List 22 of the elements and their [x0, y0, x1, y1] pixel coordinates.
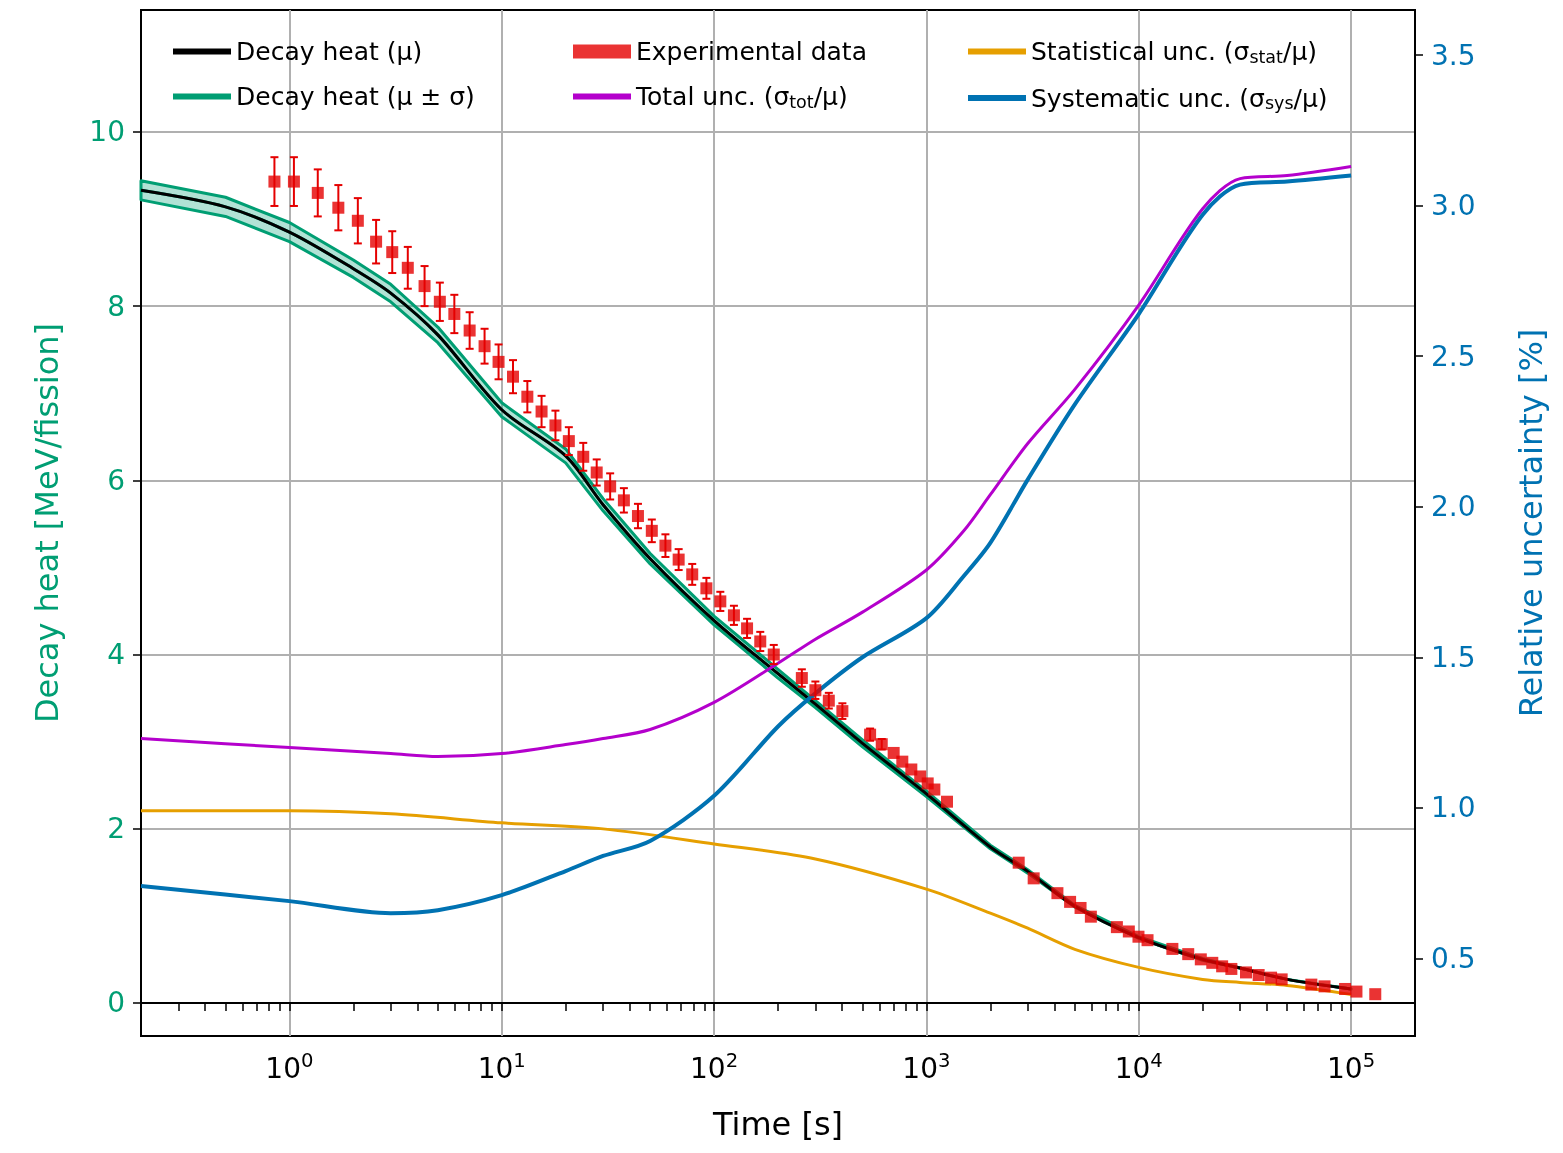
legend-label: Systematic unc. (σsys/μ) [1031, 83, 1328, 113]
y2-tick-label: 1.5 [1431, 640, 1476, 674]
y-tick-label: 0 [107, 986, 125, 1020]
y2-tick-label: 1.0 [1431, 791, 1476, 825]
y2-tick-label: 2.0 [1431, 490, 1476, 524]
legend-label: Experimental data [636, 37, 867, 66]
y2-axis-title: Relative uncertainty [%] [1512, 328, 1550, 718]
legend-label: Statistical unc. (σstat/μ) [1031, 37, 1318, 67]
y-tick-label: 4 [107, 638, 125, 672]
x-axis-title: Time [s] [711, 1105, 844, 1143]
legend-label: Total unc. (σtot/μ) [635, 82, 848, 112]
legend-label: Decay heat (μ) [236, 37, 423, 66]
y-axis-title: Decay heat [MeV/fission] [28, 322, 66, 724]
y2-tick-label: 3.5 [1431, 38, 1476, 72]
y-tick-label: 8 [107, 289, 125, 323]
y-tick-label: 10 [89, 115, 125, 149]
y2-tick-label: 3.0 [1431, 189, 1476, 223]
y-tick-label: 2 [107, 812, 125, 846]
y-tick-label: 6 [107, 463, 125, 497]
y2-tick-label: 0.5 [1431, 941, 1476, 975]
y2-tick-label: 2.5 [1431, 339, 1476, 373]
legend-label: Decay heat (μ ± σ) [236, 82, 475, 111]
